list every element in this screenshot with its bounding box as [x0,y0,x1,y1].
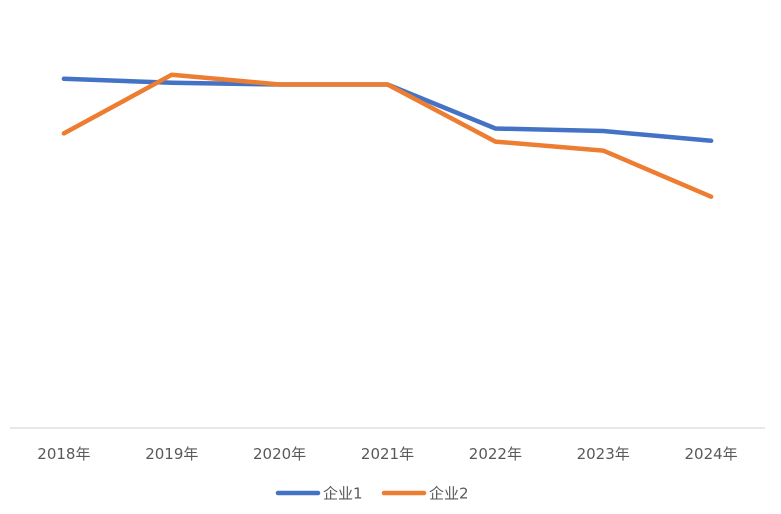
x-tick-label: 2024年 [685,445,738,463]
x-tick-labels: 2018年 2019年 2020年 2021年 2022年 2023年 2024年 [37,445,737,463]
series-line-1 [64,79,711,141]
x-tick-label: 2021年 [361,445,414,463]
legend-label-2: 企业2 [429,485,469,503]
series-layer [64,75,711,197]
x-tick-label: 2020年 [253,445,306,463]
x-tick-label: 2023年 [577,445,630,463]
legend: 企业1 企业2 [278,485,469,503]
legend-label-1: 企业1 [323,485,363,503]
series-line-2 [64,75,711,197]
x-tick-label: 2019年 [145,445,198,463]
x-tick-label: 2022年 [469,445,522,463]
x-tick-label: 2018年 [37,445,90,463]
